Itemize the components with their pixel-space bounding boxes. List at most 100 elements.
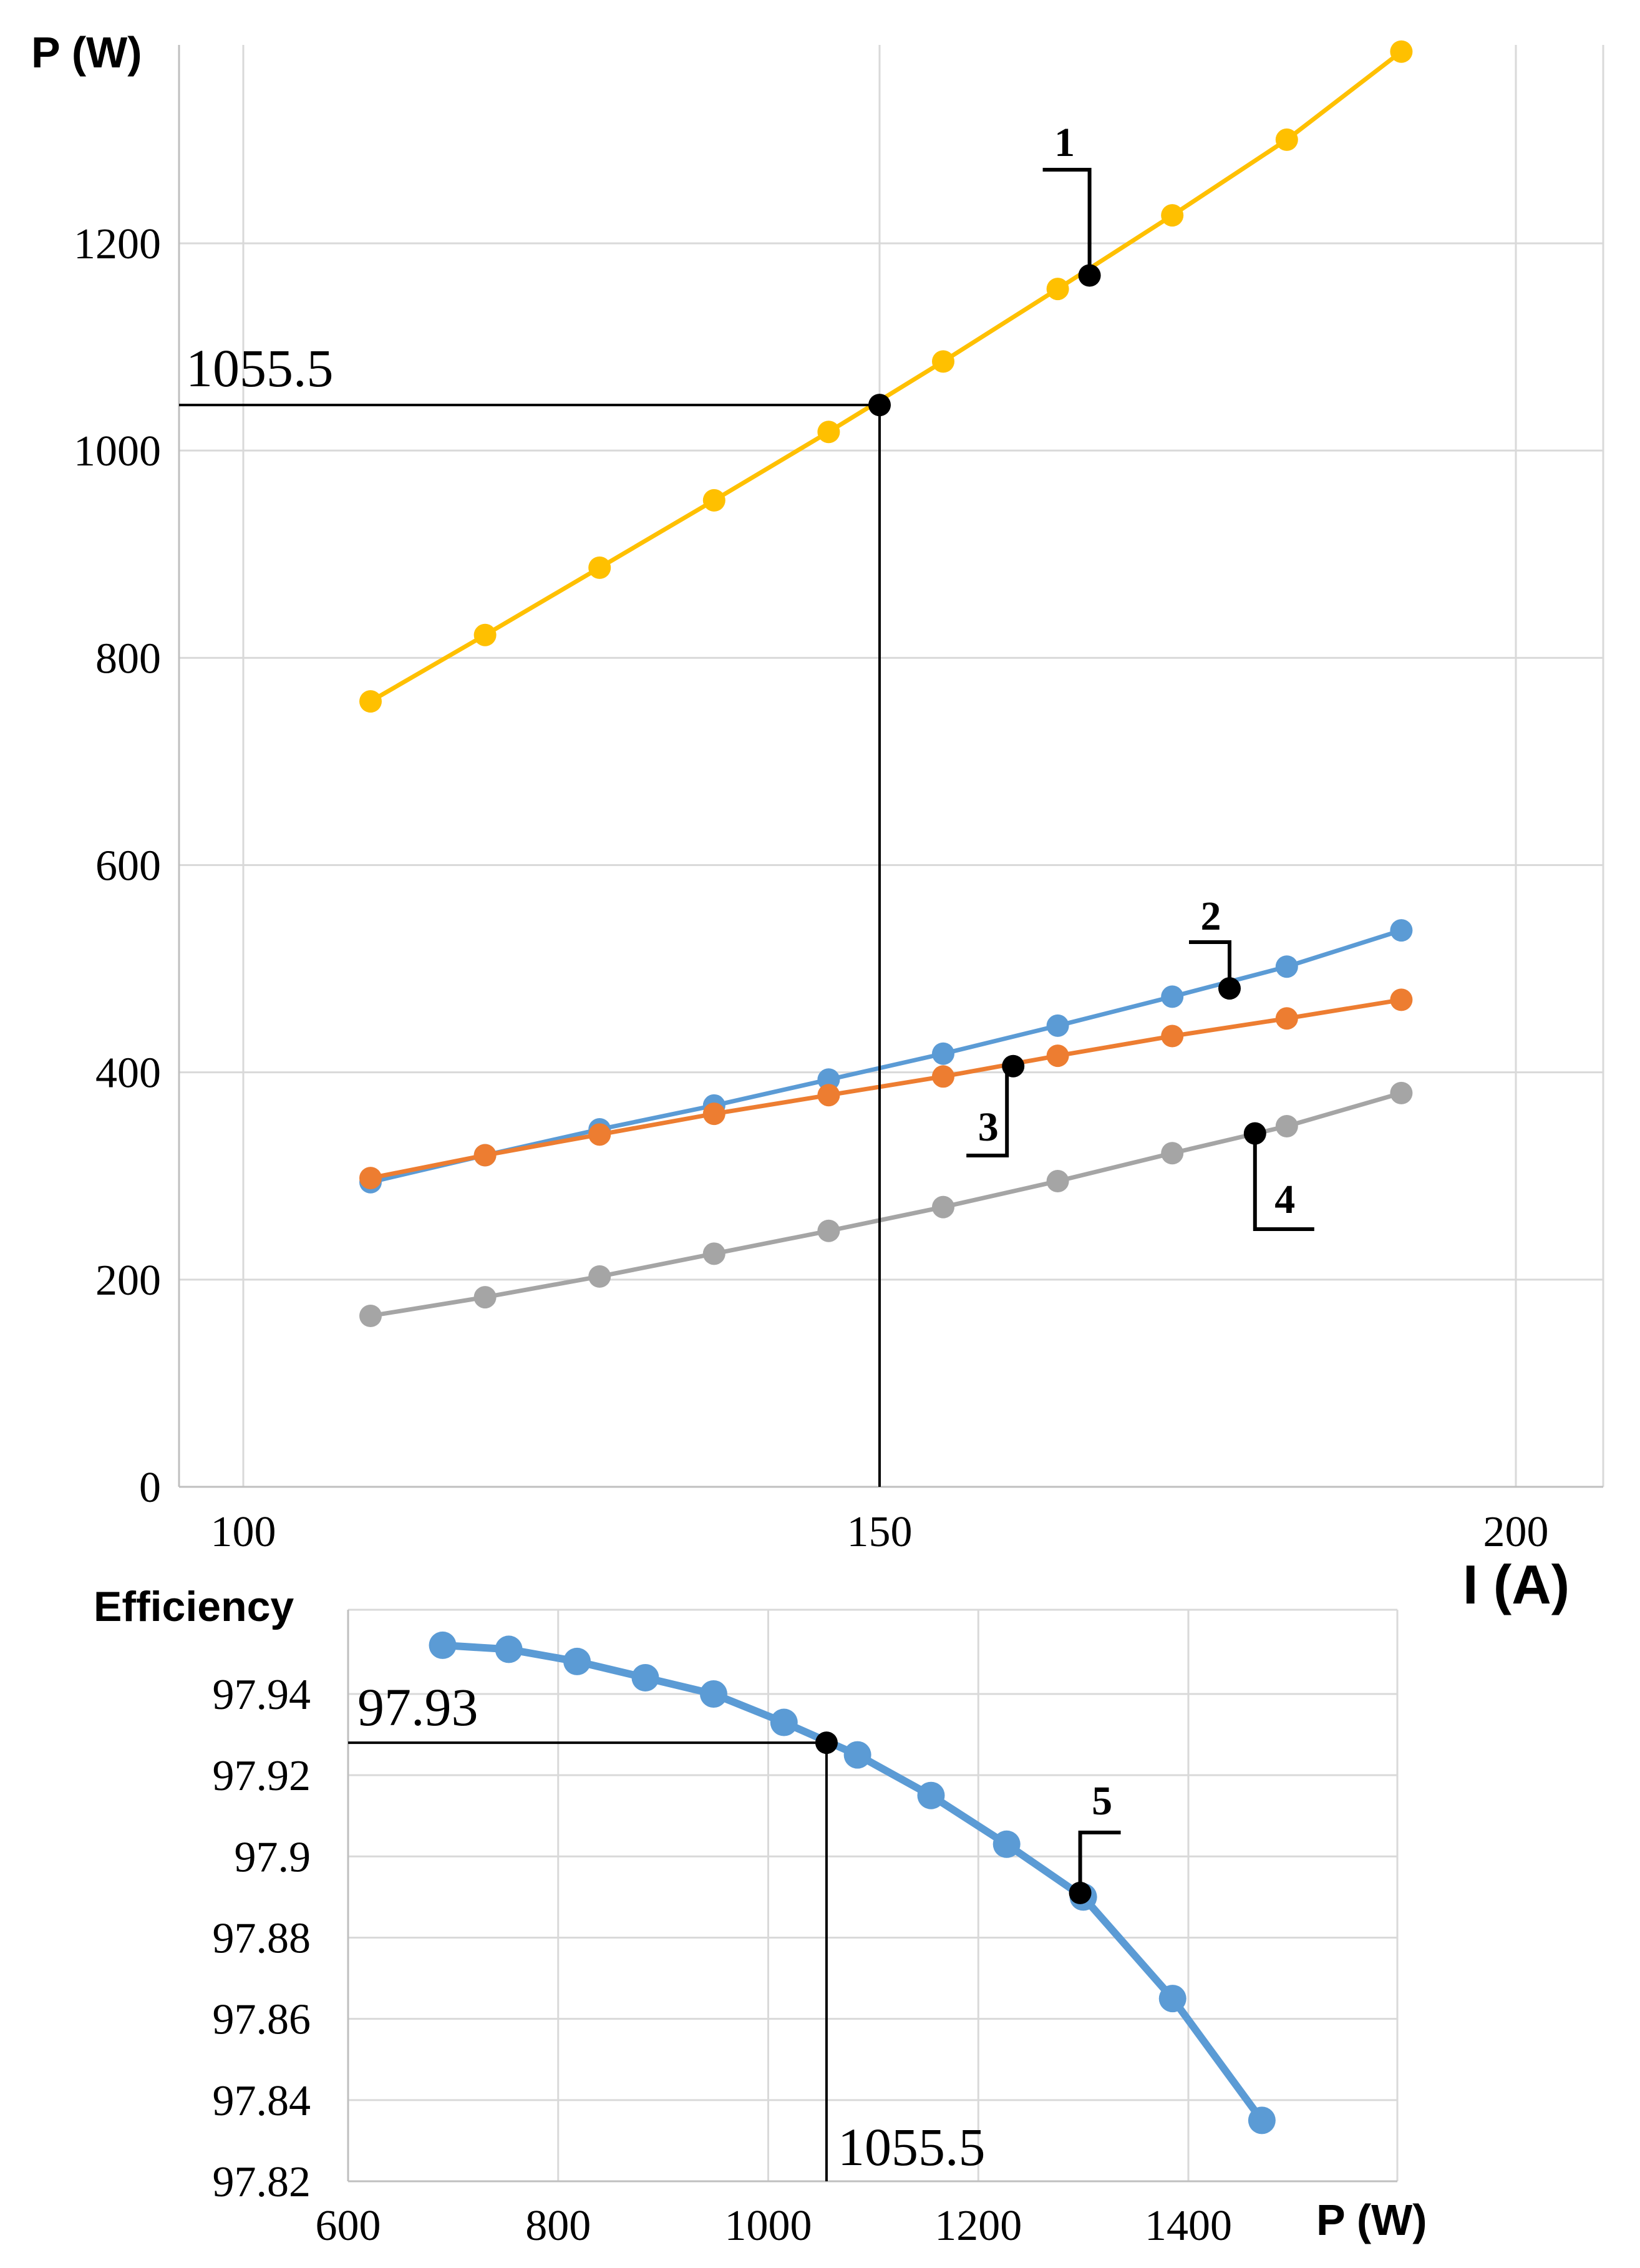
y-tick-label: 0: [139, 1464, 161, 1512]
callout-marker-3-label: 3: [978, 1104, 999, 1150]
series-1-point: [817, 421, 840, 444]
series-2-point: [1046, 1014, 1069, 1037]
y-tick-label: 97.82: [213, 2158, 311, 2206]
series-4-point: [359, 1304, 382, 1327]
series-2-line: [370, 928, 1402, 1185]
annotation-group: 97.93 1055.5: [348, 1677, 985, 2181]
efficiency-vs-power-chart: 97.82 97.84 97.86 97.88 97.9 97.92 97.94 600 80…: [94, 1583, 1427, 2250]
series-3-point: [932, 1065, 954, 1088]
series-1-point: [1046, 278, 1069, 301]
series-4-point: [932, 1195, 954, 1219]
callout-marker-5-leader: [1078, 1831, 1121, 1893]
y-tick-label: 800: [95, 635, 161, 683]
series-3-point: [1161, 1024, 1184, 1048]
callout-marker-3-leader: [966, 1066, 1009, 1157]
series-4-point: [817, 1219, 840, 1242]
series-3-point: [1046, 1044, 1069, 1068]
annotation-x-value-label: 1055.5: [838, 2117, 986, 2177]
series-2-point: [817, 1068, 840, 1091]
y-tick-label: 200: [95, 1257, 161, 1305]
power-vs-current-chart: 0 200 400 600 800 1000 1200 100 150 200 1055.5 1…: [31, 28, 1604, 1615]
series-3-point: [1390, 988, 1413, 1011]
series-3-point: [702, 1102, 725, 1126]
series-1-point: [359, 690, 382, 713]
grid: [179, 45, 1604, 1487]
efficiency-point: [843, 1741, 871, 1769]
y-tick-label: 97.86: [213, 1996, 311, 2044]
y-tick-labels: 97.82 97.84 97.86 97.88 97.9 97.92 97.94: [213, 1671, 311, 2206]
series-4-point: [588, 1265, 611, 1288]
x-tick-label: 200: [1483, 1508, 1549, 1556]
series-4-point: [1390, 1081, 1413, 1104]
series-2-point: [1161, 985, 1184, 1008]
efficiency-point: [1248, 2106, 1276, 2134]
y-tick-label: 97.84: [213, 2077, 311, 2125]
x-tick-label: 1200: [934, 2202, 1022, 2250]
annotation-value-label: 1055.5: [186, 338, 334, 398]
y-tick-label: 97.88: [213, 1915, 311, 1963]
annotation-group: 1055.5: [179, 338, 891, 1487]
series-4-point: [1161, 1142, 1184, 1165]
callout-markers: 1 2 3 4: [966, 120, 1314, 1231]
series-1-point: [1390, 40, 1413, 63]
callout-marker-2-label: 2: [1201, 893, 1221, 939]
efficiency-point: [495, 1635, 523, 1663]
x-tick-labels: 100 150 200: [211, 1508, 1549, 1556]
y-tick-label: 97.92: [213, 1752, 311, 1800]
efficiency-point: [770, 1708, 798, 1736]
efficiency-point: [631, 1663, 659, 1691]
series-1-point: [932, 350, 954, 373]
series-4-point: [1046, 1170, 1069, 1193]
y-tick-label: 1200: [74, 220, 161, 268]
series-4-point: [1275, 1115, 1298, 1138]
efficiency-point: [699, 1680, 727, 1708]
callout-marker-4-label: 4: [1274, 1177, 1295, 1222]
x-tick-label: 100: [211, 1508, 276, 1556]
y-tick-label: 400: [95, 1049, 161, 1097]
x-tick-labels: 600 800 1000 1200 1400: [316, 2202, 1233, 2250]
callout-marker-5-label: 5: [1092, 1778, 1112, 1824]
efficiency-point: [429, 1631, 457, 1659]
y-axis-title: P (W): [31, 28, 142, 77]
series-2-point: [1390, 919, 1413, 942]
x-axis-title: P (W): [1316, 2196, 1427, 2244]
series-2-point: [932, 1042, 954, 1065]
y-tick-label: 97.9: [235, 1833, 311, 1881]
callout-marker-2-leader: [1189, 940, 1231, 989]
series-4-line: [370, 1091, 1402, 1318]
efficiency-point: [1158, 1985, 1186, 2013]
x-tick-label: 600: [316, 2202, 381, 2250]
efficiency-point: [563, 1647, 591, 1675]
series-3-point: [1275, 1007, 1298, 1030]
series-3-point: [473, 1144, 497, 1167]
x-tick-label: 800: [525, 2202, 591, 2250]
callout-marker-1-label: 1: [1054, 120, 1075, 165]
series-3-point: [817, 1084, 840, 1107]
x-tick-label: 1000: [725, 2202, 812, 2250]
series-4-point: [473, 1286, 497, 1309]
y-axis-title: Efficiency: [94, 1583, 294, 1630]
x-axis-title: I (A): [1463, 1554, 1570, 1615]
y-tick-label: 1000: [74, 427, 161, 475]
series-3-point: [588, 1123, 611, 1146]
callout-marker-4-leader: [1253, 1133, 1314, 1231]
y-tick-label: 600: [95, 842, 161, 890]
grid: [348, 1609, 1399, 2181]
series-1-line: [369, 49, 1403, 704]
annotation-point: [815, 1731, 838, 1755]
y-tick-label: 97.94: [213, 1671, 311, 1719]
series-3-line: [370, 997, 1402, 1180]
series-4-point: [702, 1242, 725, 1265]
series-1-point: [1161, 204, 1184, 227]
series-group: [429, 1631, 1276, 2134]
series-1-point: [588, 556, 611, 579]
series-3-point: [359, 1167, 382, 1190]
efficiency-point: [917, 1781, 945, 1809]
series-1-point: [473, 623, 497, 646]
efficiency-line: [439, 1641, 1266, 2124]
callout-markers: 5: [1069, 1778, 1121, 1904]
series-1-point: [1275, 128, 1298, 151]
series-1-point: [702, 489, 725, 512]
series-2-point: [1275, 955, 1298, 978]
